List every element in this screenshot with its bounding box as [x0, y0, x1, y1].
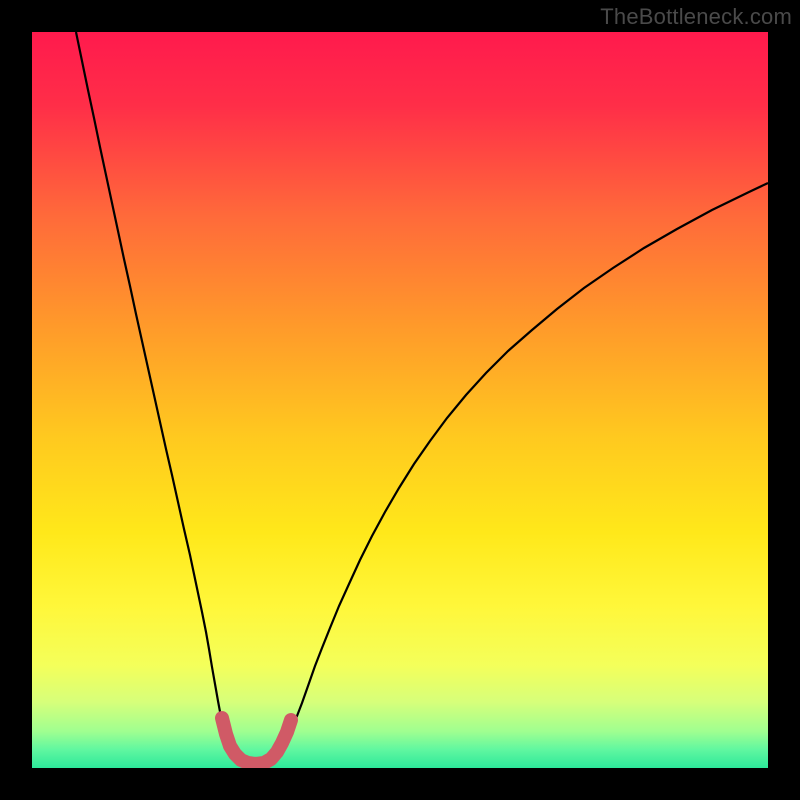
chart-background	[32, 32, 768, 768]
watermark-text: TheBottleneck.com	[600, 4, 792, 30]
chart-svg	[32, 32, 768, 768]
bottleneck-chart	[32, 32, 768, 768]
